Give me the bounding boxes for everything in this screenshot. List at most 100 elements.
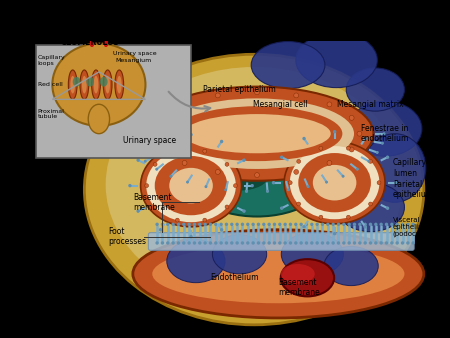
Ellipse shape [374,223,378,226]
Ellipse shape [342,175,345,178]
Ellipse shape [273,223,276,226]
Ellipse shape [356,168,359,171]
Ellipse shape [203,223,207,226]
Ellipse shape [80,70,89,99]
Ellipse shape [167,240,225,283]
Ellipse shape [117,76,122,94]
Text: Mesangial cell: Mesangial cell [253,100,308,109]
Ellipse shape [310,223,314,226]
Ellipse shape [326,223,329,226]
Ellipse shape [358,241,361,245]
Ellipse shape [364,134,426,202]
Ellipse shape [115,70,124,99]
Ellipse shape [294,169,299,174]
Ellipse shape [267,223,271,226]
Ellipse shape [284,241,287,245]
Ellipse shape [306,185,310,188]
Ellipse shape [220,228,223,232]
Ellipse shape [145,184,148,188]
Text: GLOMERULUS: GLOMERULUS [61,39,120,47]
Ellipse shape [315,241,319,245]
Ellipse shape [411,223,415,226]
Ellipse shape [155,156,227,215]
Ellipse shape [255,90,260,95]
Ellipse shape [337,223,340,226]
Ellipse shape [106,67,402,302]
Ellipse shape [100,77,108,87]
Ellipse shape [129,132,131,135]
Ellipse shape [411,241,415,245]
Ellipse shape [262,223,266,226]
Ellipse shape [73,77,81,87]
Ellipse shape [182,241,185,245]
Ellipse shape [245,190,248,193]
Ellipse shape [289,241,292,245]
Ellipse shape [153,205,157,209]
Ellipse shape [241,223,244,226]
Ellipse shape [327,102,332,107]
Ellipse shape [349,115,354,120]
Text: Endothelium: Endothelium [211,273,259,282]
Ellipse shape [136,210,140,213]
Ellipse shape [214,223,217,226]
Ellipse shape [266,190,269,193]
Ellipse shape [310,241,314,245]
Ellipse shape [347,241,351,245]
Text: Urinary space: Urinary space [123,136,176,145]
Ellipse shape [211,161,269,191]
Ellipse shape [160,98,354,169]
Ellipse shape [182,102,187,107]
Ellipse shape [278,241,282,245]
Ellipse shape [358,223,361,226]
Ellipse shape [252,223,255,226]
Text: Schematic diagram of a lobe of a normal glomerulus.: Schematic diagram of a lobe of a normal … [0,10,450,28]
Ellipse shape [70,76,75,94]
Ellipse shape [333,232,336,235]
Ellipse shape [166,241,170,245]
Ellipse shape [369,241,372,245]
Ellipse shape [294,241,297,245]
Ellipse shape [332,241,335,245]
Ellipse shape [288,181,292,185]
Ellipse shape [169,168,213,203]
Ellipse shape [241,241,244,245]
Ellipse shape [177,223,180,226]
Ellipse shape [364,225,367,228]
Ellipse shape [155,241,159,245]
Ellipse shape [257,223,260,226]
Ellipse shape [182,123,332,217]
Ellipse shape [187,241,191,245]
Ellipse shape [382,132,386,135]
Ellipse shape [294,93,299,98]
Text: Basement
membrane: Basement membrane [133,193,175,212]
Ellipse shape [128,184,132,187]
Ellipse shape [166,223,170,226]
Ellipse shape [242,210,246,213]
Ellipse shape [68,70,77,99]
Ellipse shape [246,223,249,226]
Ellipse shape [390,241,394,245]
Ellipse shape [396,223,399,226]
Ellipse shape [281,264,315,284]
Ellipse shape [281,259,334,296]
Text: Capillary
lumen: Capillary lumen [393,158,427,178]
Ellipse shape [94,76,99,94]
Ellipse shape [299,223,303,226]
Ellipse shape [155,168,158,171]
Ellipse shape [348,101,422,156]
Ellipse shape [216,93,220,98]
Ellipse shape [159,228,162,232]
Ellipse shape [251,184,254,187]
Ellipse shape [225,241,228,245]
Ellipse shape [225,205,229,209]
Ellipse shape [220,140,223,143]
Ellipse shape [390,223,394,226]
Ellipse shape [321,223,324,226]
Ellipse shape [230,223,234,226]
Ellipse shape [272,181,275,185]
Ellipse shape [86,77,94,87]
Ellipse shape [280,155,284,159]
Ellipse shape [140,87,374,181]
Ellipse shape [144,160,147,163]
Ellipse shape [369,202,373,206]
